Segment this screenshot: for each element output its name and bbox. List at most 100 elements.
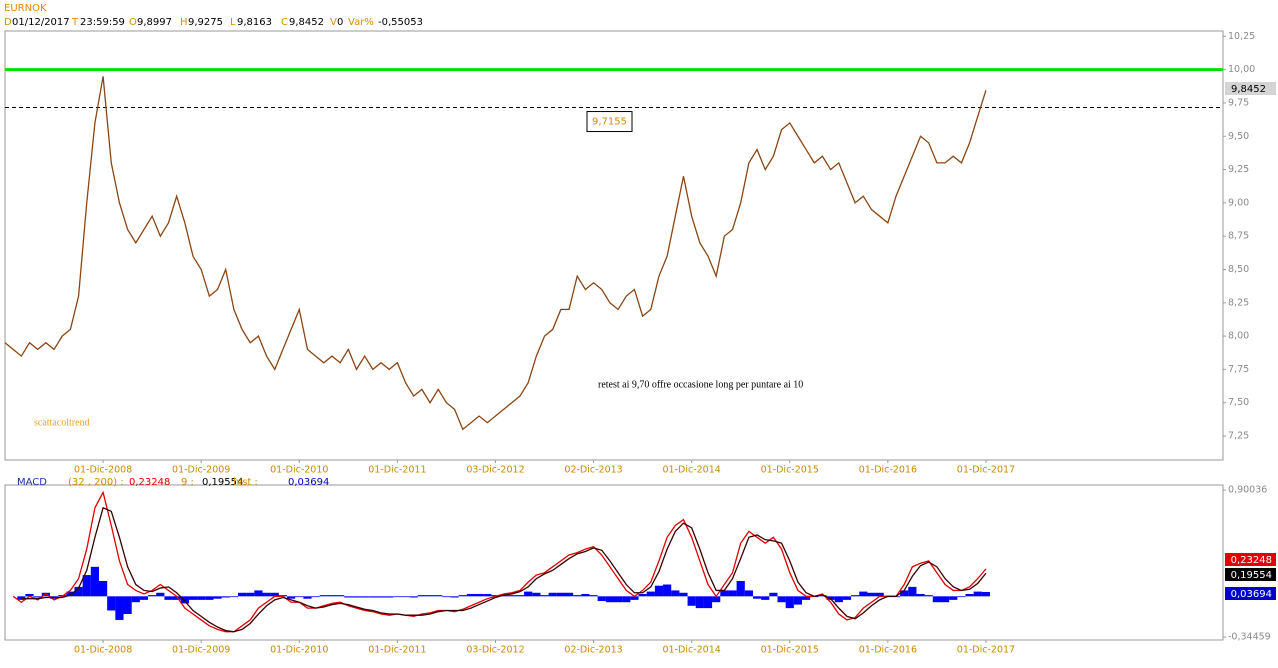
value-box (1225, 553, 1276, 566)
hist-bar (842, 596, 852, 600)
hist-bar (319, 595, 328, 597)
hist-bar (744, 590, 753, 597)
hist-bar (180, 596, 189, 604)
hist-bar (908, 586, 917, 597)
hist-bar (475, 593, 484, 597)
hist-bar (221, 596, 230, 598)
hist-bar (197, 596, 206, 600)
field-key: O (129, 17, 137, 28)
hist-bar (131, 596, 140, 603)
readout-value: 0,23248 (129, 477, 170, 488)
hist-bar (834, 596, 843, 603)
hist-bar (213, 596, 222, 599)
hist-bar (720, 590, 729, 597)
hist-bar (188, 596, 198, 600)
hist-bar (270, 592, 279, 597)
hist-bar (90, 566, 100, 597)
y-tick-label: 10,00 (1228, 64, 1255, 75)
y-tick-label: 8,00 (1228, 331, 1249, 342)
hist-bar (368, 596, 377, 598)
hist-bar (728, 590, 737, 597)
hist-bar (981, 591, 991, 597)
value-box (1225, 568, 1276, 581)
y-tick-label: 0,90036 (1228, 485, 1267, 496)
hist-bar (483, 593, 492, 597)
hist-bar (949, 596, 958, 600)
y-tick-label: 9,50 (1228, 131, 1249, 142)
hist-bar (33, 596, 42, 598)
last-price-box (1225, 82, 1276, 95)
hist-bar (376, 596, 386, 598)
y-tick-label: 9,00 (1228, 197, 1249, 208)
hist-bar (916, 593, 925, 597)
hist-bar (957, 596, 966, 598)
hist-bar (139, 596, 149, 600)
hist-bar (663, 584, 672, 597)
hist-bar (66, 591, 75, 597)
x-tick-label: 01-Dic-2014 (663, 465, 721, 476)
value-box-label: 0,19554 (1231, 570, 1272, 581)
indicator-name: MACD (17, 477, 47, 488)
hist-bar (515, 595, 525, 597)
hist-bar (785, 596, 794, 609)
hist-bar (311, 596, 320, 598)
hist-bar (360, 596, 369, 598)
series-line (21, 506, 987, 633)
y-tick-label: 9,25 (1228, 164, 1249, 175)
hist-bar (654, 585, 664, 597)
hist-bar (524, 591, 533, 597)
hist-bar (752, 596, 762, 599)
hist-bar (205, 596, 214, 600)
x-tick-label: 01-Dic-2010 (270, 465, 328, 476)
value-box-label: 0,23248 (1231, 555, 1272, 566)
field-key: C (281, 17, 288, 28)
field-value: 23:59:59 (80, 17, 125, 28)
hist-bar (867, 592, 876, 597)
readout-label: hist : (233, 477, 258, 488)
hist-bar (123, 596, 132, 615)
hist-bar (246, 592, 255, 597)
hist-bar (859, 591, 868, 597)
field-key: D (4, 17, 12, 28)
x-tick-label: 01-Dic-2011 (368, 465, 426, 476)
y-tick-label: 8,50 (1228, 264, 1249, 275)
x-tick-label: 01-Dic-2010 (270, 645, 328, 656)
hist-bar (695, 596, 704, 609)
hist-bar (777, 596, 786, 603)
x-tick-label: 01-Dic-2016 (859, 645, 917, 656)
hist-bar (687, 596, 696, 606)
hist-bar (229, 596, 238, 598)
hist-bar (107, 596, 116, 611)
hist-bar (932, 596, 941, 603)
hist-bar (434, 595, 443, 597)
field-key: Var% (348, 17, 374, 28)
hist-bar (287, 596, 296, 599)
hist-bar (82, 575, 91, 597)
hist-bar (401, 596, 410, 598)
x-tick-label: 01-Dic-2017 (957, 465, 1015, 476)
plot-frame (4, 30, 1224, 461)
hist-bar (156, 592, 165, 597)
x-tick-label: 01-Dic-2016 (859, 465, 917, 476)
y-tick-label: 7,25 (1228, 431, 1249, 442)
hist-bar (769, 592, 778, 597)
hist-bar (327, 595, 337, 597)
field-value: 0 (337, 17, 343, 28)
hist-bar (237, 592, 247, 597)
x-tick-label: 02-Dic-2013 (564, 465, 622, 476)
hist-bar (940, 596, 950, 603)
hist-bar (622, 596, 631, 603)
x-tick-label: 01-Dic-2015 (761, 465, 819, 476)
hist-bar (875, 592, 884, 597)
x-tick-label: 01-Dic-2011 (368, 645, 426, 656)
level-label-box (586, 111, 633, 133)
hist-bar (613, 596, 623, 603)
field-value: 01/12/2017 (12, 17, 70, 28)
field-value: 9,8997 (137, 17, 172, 28)
hist-bar (262, 592, 271, 597)
hist-bar (507, 595, 516, 597)
last-price: 9,8452 (1231, 84, 1266, 95)
x-tick-label: 01-Dic-2014 (663, 645, 721, 656)
hist-bar (761, 596, 770, 600)
